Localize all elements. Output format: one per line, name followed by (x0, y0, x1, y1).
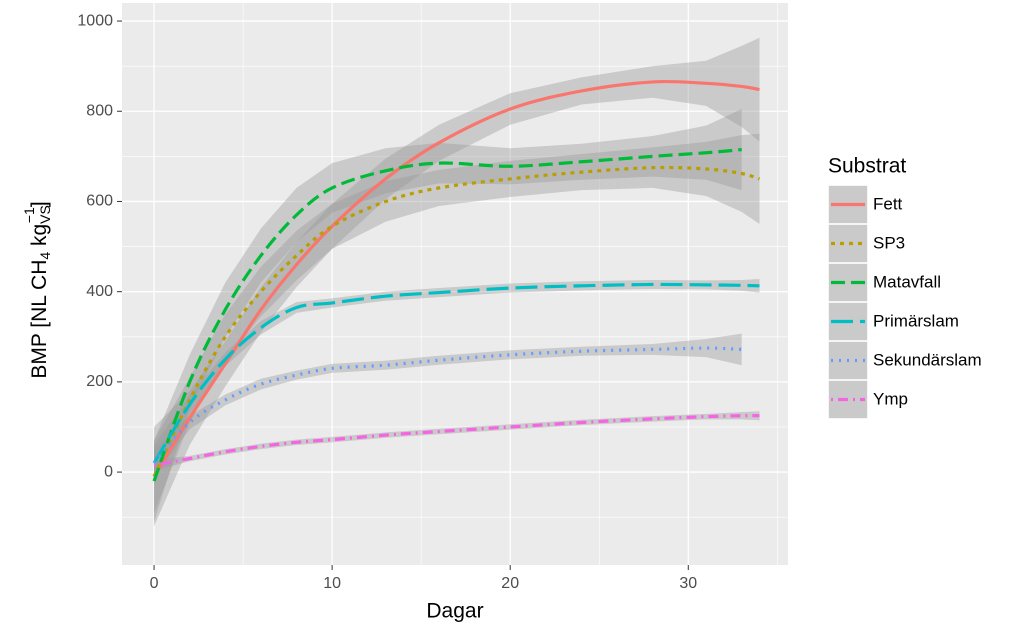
y-tick-label: 400 (86, 283, 113, 300)
x-tick-label: 30 (679, 575, 697, 592)
series-line (152, 147, 742, 482)
y-title-part: BMP [NL CH (28, 260, 51, 379)
legend-label: Matavfall (873, 272, 941, 291)
series-line (152, 79, 760, 478)
plot-panel (122, 3, 788, 565)
x-tick-label: 20 (501, 575, 519, 592)
x-axis-title: Dagar (426, 600, 483, 623)
y-title-part: kg (28, 224, 51, 252)
y-tick-label: 0 (104, 463, 113, 480)
y-title-sub: 4 (37, 252, 53, 260)
legend-label: SP3 (873, 233, 905, 252)
confidence-band (154, 411, 760, 471)
confidence-band (154, 133, 760, 513)
series-line (153, 414, 760, 467)
y-title-sub: VS (37, 205, 53, 224)
legend-label: Ymp (873, 389, 908, 408)
legend-label: Fett (873, 194, 903, 213)
series-line (152, 282, 760, 464)
y-tick-label: 200 (86, 373, 113, 390)
legend-label: Sekundärslam (873, 350, 982, 369)
y-tick-label: 800 (86, 102, 113, 119)
confidence-band (154, 333, 742, 477)
x-tick-label: 0 (150, 575, 159, 592)
legend-label: Primärslam (873, 311, 959, 330)
y-axis-title: BMP [NL CH4 kgVS−1] (21, 201, 53, 378)
series-line (152, 346, 742, 465)
legend-title: Substrat (828, 155, 906, 178)
x-tick-label: 10 (323, 575, 341, 592)
y-title-part: ] (28, 201, 51, 207)
series-line (152, 165, 761, 478)
y-title-sup: −1 (21, 207, 37, 223)
confidence-band (154, 37, 760, 527)
y-tick-label: 600 (86, 193, 113, 210)
y-tick-label: 1000 (77, 12, 113, 29)
